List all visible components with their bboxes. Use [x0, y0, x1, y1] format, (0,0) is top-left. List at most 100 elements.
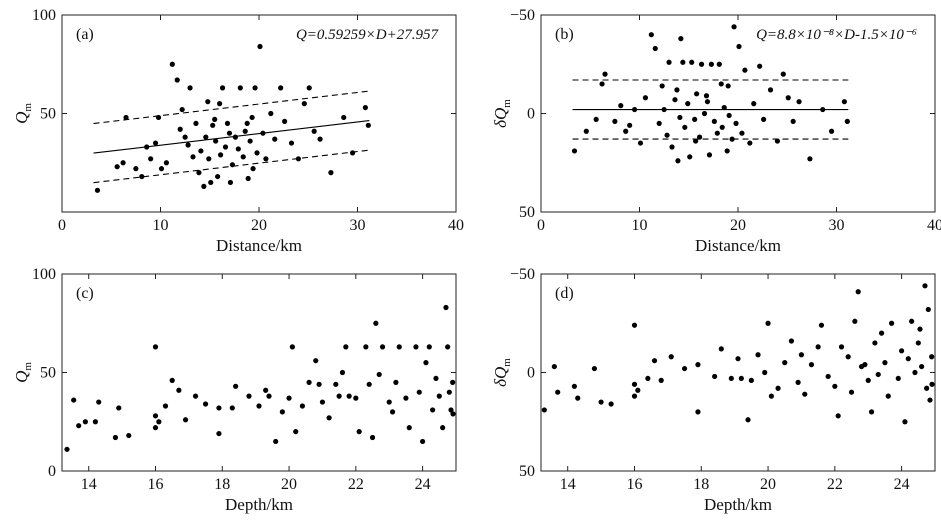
data-point [339, 369, 346, 376]
formula-label: Q=0.59259×D+27.957 [296, 27, 440, 43]
y-axis-label: Qm [12, 362, 34, 383]
data-point [845, 354, 851, 360]
x-tick-label: 10 [632, 217, 648, 234]
data-point [213, 138, 219, 144]
data-point [349, 150, 356, 156]
data-point [612, 118, 618, 124]
data-point [714, 130, 720, 136]
data-point [256, 403, 262, 409]
data-point [356, 429, 362, 435]
data-point [206, 156, 212, 162]
data-point [233, 383, 239, 389]
data-point [674, 87, 680, 93]
data-point [915, 340, 921, 346]
data-point [203, 134, 209, 140]
x-tick-label: 22 [827, 476, 843, 493]
data-point [666, 59, 672, 65]
data-point [112, 434, 119, 441]
data-point [328, 170, 334, 176]
data-point [872, 340, 878, 346]
plot-frame [540, 273, 936, 472]
data-point [736, 43, 742, 50]
data-point [177, 126, 183, 132]
data-point [658, 377, 664, 383]
y-axis-label-sub: m [22, 103, 34, 112]
data-point [317, 136, 323, 142]
data-point [224, 120, 231, 126]
data-point [924, 385, 930, 391]
data-point [190, 154, 196, 160]
data-point [242, 128, 248, 134]
data-point [448, 407, 454, 413]
data-point [185, 142, 191, 148]
data-point [718, 346, 724, 352]
data-point [919, 363, 925, 370]
data-point [192, 393, 199, 399]
data-point [155, 114, 162, 121]
data-point [651, 358, 658, 364]
data-point [193, 120, 199, 126]
data-point [210, 122, 216, 128]
data-point [571, 148, 578, 154]
x-tick-label: 24 [415, 476, 431, 493]
x-tick-label: 30 [829, 217, 845, 234]
data-point [917, 326, 923, 332]
data-point [64, 446, 70, 452]
data-point [152, 140, 159, 146]
panel-label: (b) [555, 26, 574, 43]
data-point [659, 83, 665, 89]
data-point [618, 103, 624, 109]
data-point [250, 166, 256, 172]
data-point [333, 381, 339, 387]
data-point [669, 144, 675, 150]
data-point [163, 160, 170, 166]
data-point [623, 128, 629, 134]
data-point [838, 344, 845, 350]
data-point [698, 61, 705, 67]
data-point [376, 371, 382, 378]
data-point [733, 120, 739, 126]
data-point [169, 377, 175, 383]
data-point [818, 322, 825, 328]
data-point [299, 403, 306, 409]
data-point [728, 375, 734, 382]
data-point [731, 24, 737, 30]
data-point [802, 391, 808, 397]
y-axis-label-sub: m [501, 99, 513, 108]
data-point [212, 116, 218, 123]
x-tick-label: 20 [760, 476, 776, 493]
data-point [711, 118, 717, 124]
data-point [71, 397, 77, 403]
data-point [196, 170, 202, 176]
data-point [627, 122, 633, 128]
data-point [675, 158, 681, 164]
data-point [583, 128, 589, 134]
panel-label: (a) [76, 26, 94, 43]
data-point [216, 430, 222, 437]
data-point [689, 59, 695, 65]
x-tick-label: 14 [81, 476, 97, 493]
data-point [726, 112, 732, 119]
data-point [602, 71, 608, 77]
data-point [925, 306, 931, 313]
data-point [575, 395, 581, 401]
data-point [716, 61, 722, 67]
data-point [263, 156, 269, 162]
data-point [757, 63, 763, 69]
data-point [148, 156, 154, 162]
data-point [426, 344, 432, 350]
panel-c: 14 16 18 20 22 24 0 50 100 Depth/km Qm (c) [12, 266, 457, 514]
data-point [895, 375, 901, 382]
data-point [363, 344, 369, 350]
data-point [701, 110, 708, 117]
data-point [346, 393, 352, 399]
data-point [748, 377, 754, 383]
data-point [343, 344, 349, 350]
data-point [775, 385, 781, 391]
data-point [179, 106, 185, 113]
data-point [120, 160, 126, 166]
x-tick-label: 24 [894, 476, 910, 493]
data-point [541, 407, 547, 413]
data-point [247, 138, 253, 144]
data-point [751, 101, 757, 107]
